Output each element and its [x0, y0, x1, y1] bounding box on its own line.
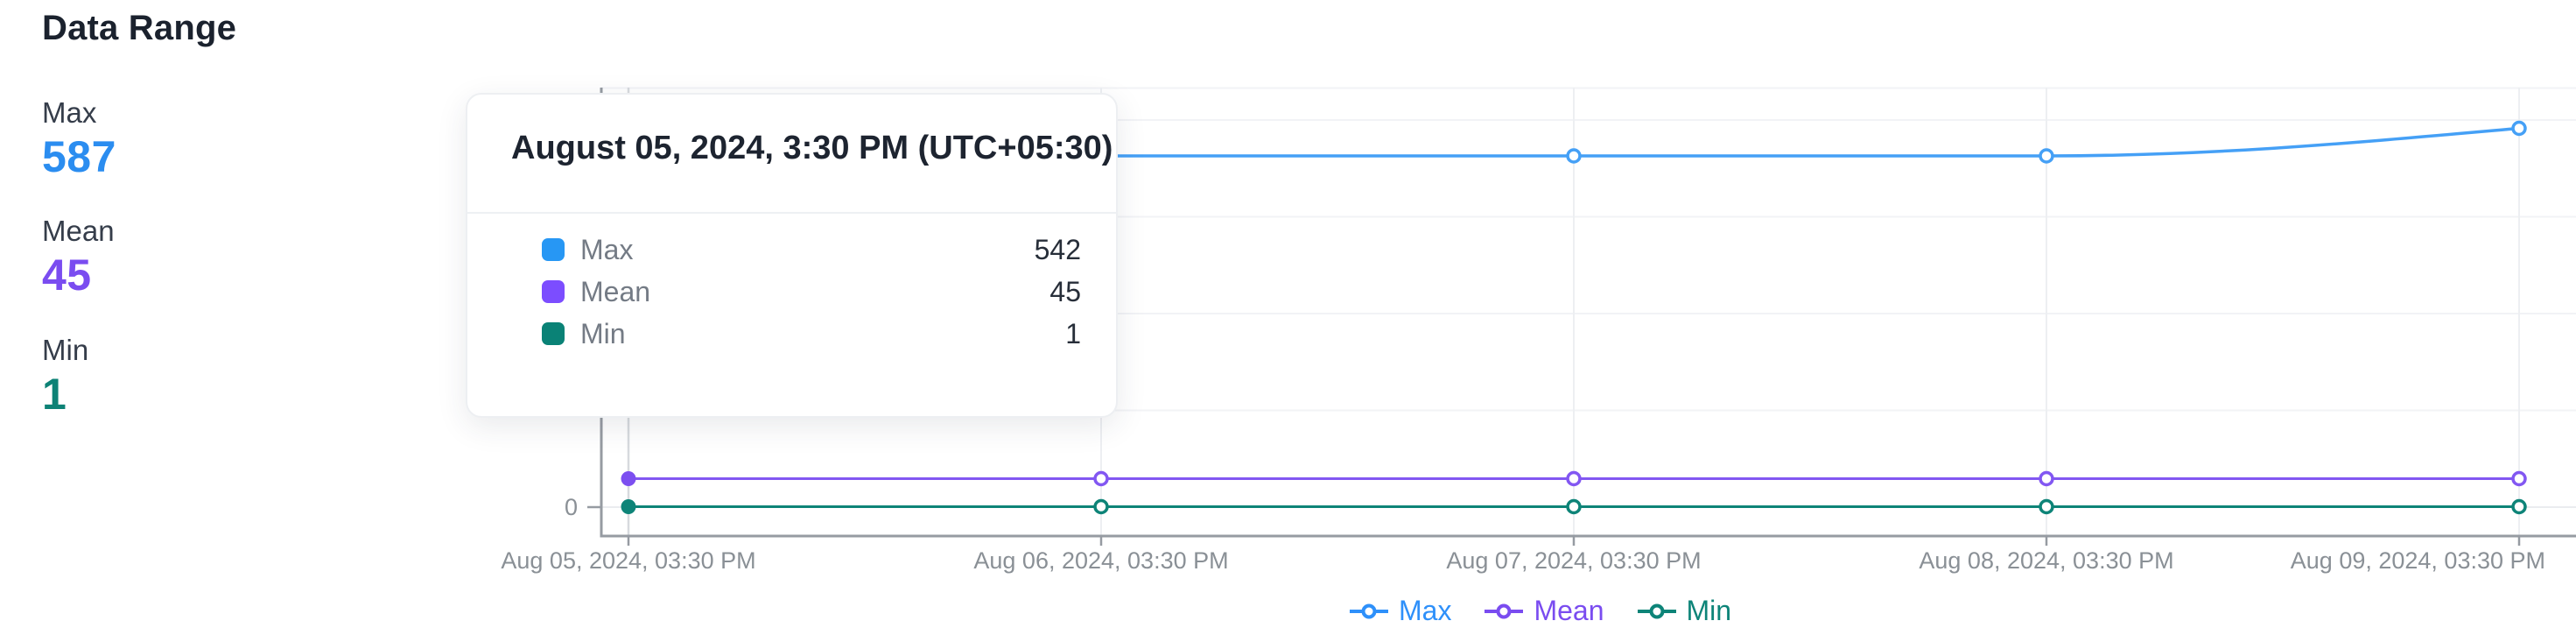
data-point-mean-aug05-active[interactable] — [621, 471, 636, 486]
legend-label-mean: Mean — [1534, 595, 1604, 626]
x-axis-label-aug05: Aug 05, 2024, 03:30 PM — [501, 547, 755, 574]
stat-value-max: 587 — [42, 132, 116, 181]
data-point-max-aug09[interactable] — [2511, 120, 2527, 137]
chart-tooltip: August 05, 2024, 3:30 PM (UTC+05:30) Max… — [466, 93, 1118, 418]
x-axis-label-aug09: Aug 09, 2024, 03:30 PM — [2291, 547, 2545, 574]
x-axis-label-aug07: Aug 07, 2024, 03:30 PM — [1446, 547, 1701, 574]
tooltip-row-label: Max — [580, 233, 634, 265]
data-point-max-aug08[interactable] — [2039, 148, 2054, 164]
max-series-swatch — [542, 238, 565, 261]
data-point-min-aug08[interactable] — [2039, 498, 2054, 515]
legend-min-marker-icon — [1637, 603, 1676, 618]
tooltip-title: August 05, 2024, 3:30 PM (UTC+05:30) — [511, 130, 1113, 166]
legend-item-max[interactable]: Max — [1348, 595, 1451, 627]
tooltip-row-mean: Mean 45 — [467, 271, 1116, 313]
data-point-mean-aug06[interactable] — [1093, 470, 1109, 487]
legend-max-marker-icon — [1350, 603, 1388, 618]
legend-label-min: Min — [1686, 595, 1732, 626]
min-series-swatch — [542, 322, 565, 345]
data-point-markers[interactable] — [1093, 120, 2527, 515]
stat-value-min: 1 — [42, 370, 67, 419]
data-point-min-aug09[interactable] — [2511, 498, 2527, 515]
data-point-min-aug06[interactable] — [1093, 498, 1109, 515]
y-axis-label-0: 0 — [565, 494, 578, 520]
stat-value-mean: 45 — [42, 250, 92, 300]
tooltip-row-value: 45 — [1049, 275, 1081, 307]
data-point-min-aug07[interactable] — [1566, 498, 1582, 515]
data-point-max-aug07[interactable] — [1566, 148, 1582, 164]
legend-item-min[interactable]: Min — [1636, 595, 1732, 627]
tooltip-row-value: 1 — [1065, 317, 1081, 349]
legend-item-mean[interactable]: Mean — [1483, 595, 1604, 627]
tooltip-divider — [467, 212, 1116, 214]
x-axis-label-aug06: Aug 06, 2024, 03:30 PM — [973, 547, 1228, 574]
legend-label-max: Max — [1399, 595, 1452, 626]
chart-legend: Max Mean Min — [1348, 595, 1731, 627]
axis-ticks — [587, 505, 2521, 546]
tooltip-row-label: Min — [580, 317, 626, 349]
tooltip-rows: Max 542 Mean 45 Min 1 — [467, 229, 1116, 355]
data-point-mean-aug09[interactable] — [2511, 470, 2527, 487]
stat-label-min: Min — [42, 334, 89, 366]
page-title: Data Range — [42, 9, 237, 47]
tooltip-row-max: Max 542 — [467, 229, 1116, 271]
tooltip-row-value: 542 — [1034, 233, 1081, 265]
stat-label-max: Max — [42, 96, 97, 129]
data-point-mean-aug08[interactable] — [2039, 470, 2054, 487]
series-line-max[interactable] — [628, 126, 2520, 158]
stat-label-mean: Mean — [42, 215, 115, 247]
tooltip-row-label: Mean — [580, 275, 651, 307]
mean-series-swatch — [542, 280, 565, 303]
data-point-mean-aug07[interactable] — [1566, 470, 1582, 487]
tooltip-row-min: Min 1 — [467, 313, 1116, 355]
data-point-min-aug05-active[interactable] — [621, 499, 636, 514]
x-axis-label-aug08: Aug 08, 2024, 03:30 PM — [1919, 547, 2173, 574]
legend-mean-marker-icon — [1485, 603, 1524, 618]
